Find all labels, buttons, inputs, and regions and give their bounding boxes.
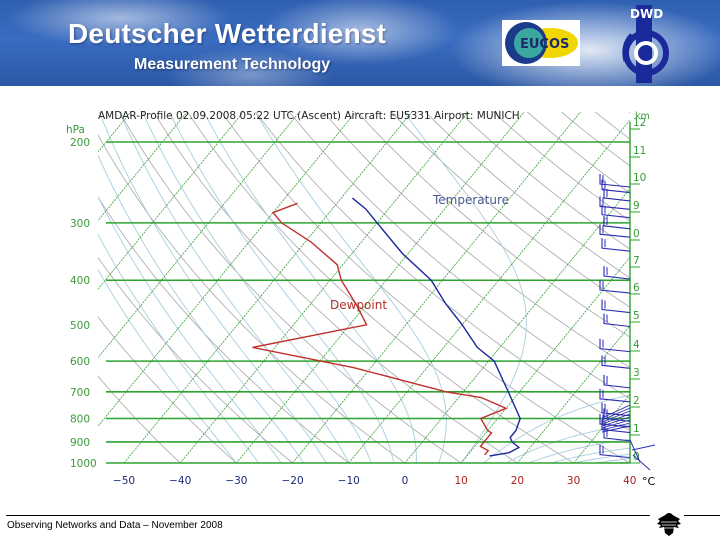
y-tick-km: 0 [633, 451, 640, 463]
x-tick: 10 [455, 475, 468, 487]
header-banner: Deutscher Wetterdienst Measurement Techn… [0, 0, 720, 86]
y-tick-km: 4 [633, 339, 640, 351]
dwd-logo-icon: DWD [622, 5, 669, 83]
x-tick: 20 [511, 475, 524, 487]
eucos-logo-icon: EUCOS [505, 22, 578, 64]
chart-title: AMDAR-Profile 02.09.2008 05:22 UTC (Asce… [98, 110, 520, 122]
page-subtitle: Measurement Technology [134, 56, 331, 73]
y-axis-label-hpa: hPa [66, 124, 85, 136]
dewpoint-annotation: Dewpoint [330, 298, 387, 312]
y-tick-km: 2 [633, 395, 640, 407]
y-tick-hpa: 700 [70, 387, 90, 399]
x-axis-unit-label: °C [642, 475, 656, 488]
x-tick: 30 [567, 475, 580, 487]
x-tick: −20 [282, 475, 304, 487]
x-tick: −10 [338, 475, 360, 487]
y-tick-hpa: 300 [70, 218, 90, 230]
y-tick-hpa: 800 [70, 413, 90, 425]
dewpoint-curve [252, 202, 508, 456]
eucos-logo: EUCOS [502, 20, 580, 66]
y-tick-km: 0 [633, 228, 640, 240]
y-tick-hpa: 900 [70, 437, 90, 449]
x-tick: −40 [169, 475, 191, 487]
footer-divider-left [6, 515, 650, 516]
y-tick-hpa: 1000 [70, 458, 97, 470]
y-tick-km: 6 [633, 282, 640, 294]
y-tick-hpa: 400 [70, 275, 90, 287]
y-tick-hpa: 500 [70, 320, 90, 332]
svg-text:EUCOS: EUCOS [520, 37, 569, 52]
dwd-logo: DWD [612, 5, 692, 86]
y-tick-km: 11 [633, 145, 646, 157]
x-tick: 40 [623, 475, 636, 487]
temperature-annotation: Temperature [432, 193, 509, 207]
x-tick: −50 [113, 475, 135, 487]
temperature-curve [351, 197, 521, 457]
federal-eagle-icon [656, 509, 682, 542]
y-tick-km: 12 [633, 117, 646, 129]
footer-divider-right [684, 515, 720, 516]
y-tick-hpa: 200 [70, 137, 90, 149]
y-tick-km: 10 [633, 172, 646, 184]
y-tick-km: 7 [633, 255, 640, 267]
footer-text: Observing Networks and Data – November 2… [7, 520, 223, 531]
y-tick-km: 1 [633, 423, 640, 435]
y-tick-km: 5 [633, 310, 640, 322]
x-tick: −30 [225, 475, 247, 487]
y-tick-km: 3 [633, 367, 640, 379]
x-tick: 0 [402, 475, 409, 487]
y-tick-km: 9 [633, 200, 640, 212]
page-title: Deutscher Wetterdienst [68, 18, 387, 49]
svg-text:DWD: DWD [630, 7, 663, 21]
y-axis-label-km: km [635, 111, 650, 122]
y-tick-hpa: 600 [70, 356, 90, 368]
